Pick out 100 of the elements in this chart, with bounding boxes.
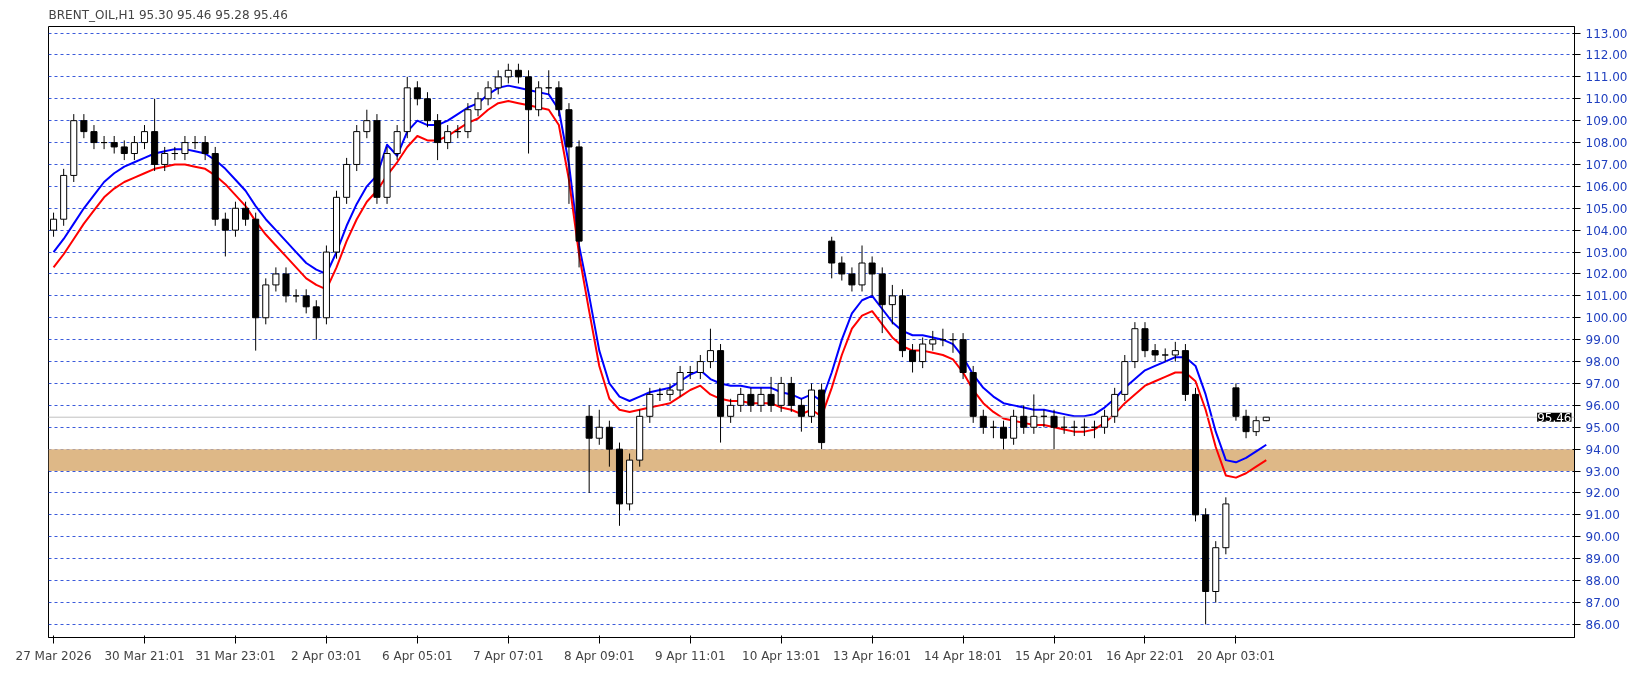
candlestick (585, 404, 593, 494)
y-tick-label: 89.00 (1585, 552, 1620, 567)
candlestick (1030, 393, 1038, 435)
candlestick (1111, 387, 1119, 424)
candlestick (777, 376, 785, 413)
candlestick (393, 124, 401, 161)
candlestick (535, 80, 543, 117)
y-tick-label: 88.00 (1585, 574, 1620, 589)
candlestick (696, 354, 704, 380)
x-tick-label: 15 Apr 20:01 (1014, 648, 1094, 663)
x-tick-label: 2 Apr 03:01 (291, 648, 362, 663)
candlestick (888, 284, 896, 325)
candlestick (999, 420, 1008, 450)
y-tick-label: 113.00 (1585, 26, 1628, 41)
candlestick (727, 398, 735, 424)
candlestick (201, 135, 209, 161)
candlestick (302, 288, 310, 314)
y-tick-label: 100.00 (1585, 311, 1628, 326)
candlestick (80, 113, 88, 139)
x-tick-label: 30 Mar 21:01 (104, 648, 185, 663)
candlestick (221, 212, 229, 257)
candlestick (737, 387, 745, 413)
y-tick-label: 93.00 (1585, 464, 1620, 479)
y-tick-label: 96.00 (1585, 398, 1620, 413)
candlestick (676, 365, 684, 398)
candlestick (747, 387, 755, 413)
candlestick (838, 255, 846, 282)
y-tick-label: 112.00 (1585, 48, 1628, 63)
candlestick (90, 124, 98, 150)
y-tick-label: 94.00 (1585, 442, 1620, 457)
candlestick (1101, 409, 1109, 435)
candlestick (504, 63, 512, 84)
candlestick (1161, 347, 1169, 363)
candlestick (312, 299, 320, 341)
candlestick (1020, 404, 1028, 435)
candlestick (272, 266, 280, 292)
candlestick (1151, 343, 1159, 363)
y-tick-label: 110.00 (1585, 92, 1628, 107)
candlestick (848, 266, 856, 292)
candlestick (474, 91, 482, 117)
candlestick (434, 113, 442, 161)
candlestick (140, 124, 149, 150)
x-tick-label: 16 Apr 22:01 (1105, 648, 1185, 663)
candlestick (242, 201, 250, 227)
x-tick-label: 27 Mar 2026 (15, 648, 92, 663)
y-tick-label: 101.00 (1585, 289, 1628, 304)
x-tick-label: 7 Apr 07:01 (473, 648, 544, 663)
candlestick (161, 146, 169, 172)
x-tick-label: 8 Apr 09:01 (563, 648, 635, 663)
candlestick (363, 109, 371, 139)
candlestick (1050, 409, 1058, 450)
candlestick (757, 387, 765, 413)
y-tick-label: 99.00 (1585, 333, 1620, 348)
y-tick-label: 95.00 (1585, 420, 1620, 435)
candlestick (858, 245, 866, 292)
candlestick (1171, 341, 1179, 363)
y-tick-label: 106.00 (1585, 179, 1628, 194)
ref-line-label: 95.46 (1537, 410, 1572, 425)
candlestick (484, 80, 492, 106)
candlestick (1010, 409, 1018, 446)
candlestick (919, 336, 927, 369)
candlestick (413, 80, 421, 106)
candlestick (909, 343, 917, 374)
y-tick-label: 92.00 (1585, 486, 1620, 501)
x-tick-label: 9 Apr 11:01 (654, 648, 726, 663)
candlestick (231, 201, 239, 238)
x-tick-label: 6 Apr 05:01 (382, 648, 453, 663)
y-tick-label: 98.00 (1585, 355, 1620, 370)
y-tick-label: 87.00 (1585, 595, 1620, 610)
candlestick (555, 80, 563, 117)
candlestick (929, 330, 937, 352)
y-tick-label: 102.00 (1585, 267, 1628, 282)
candlestick (282, 266, 290, 303)
x-tick-label: 20 Apr 03:01 (1196, 648, 1276, 663)
candlestick (494, 69, 502, 95)
candlestick (514, 63, 522, 84)
y-tick-label: 86.00 (1585, 617, 1620, 632)
candlestick (979, 409, 987, 435)
candlestick (1252, 415, 1260, 437)
x-tick-label: 31 Mar 23:01 (195, 648, 276, 663)
y-tick-label: 107.00 (1585, 157, 1628, 172)
x-tick-label: 10 Apr 13:01 (742, 648, 821, 663)
candlestick (646, 387, 654, 424)
y-tick-label: 105.00 (1585, 201, 1628, 216)
candlestick (292, 288, 300, 303)
candlestick (595, 409, 603, 446)
candlestick (1141, 321, 1149, 358)
x-tick-label: 13 Apr 16:01 (833, 648, 912, 663)
candlestick (423, 91, 432, 128)
candlestick (130, 135, 138, 161)
candlestick (120, 139, 128, 161)
y-tick-label: 90.00 (1585, 530, 1620, 545)
x-tick-label: 14 Apr 18:01 (923, 648, 1003, 663)
candlestick (666, 382, 674, 402)
candlestick (767, 376, 775, 413)
y-tick-label: 111.00 (1585, 70, 1628, 85)
y-tick-label: 108.00 (1585, 136, 1628, 151)
y-tick-label: 91.00 (1585, 508, 1620, 523)
candlestick (605, 420, 613, 468)
candlestick (181, 135, 189, 161)
